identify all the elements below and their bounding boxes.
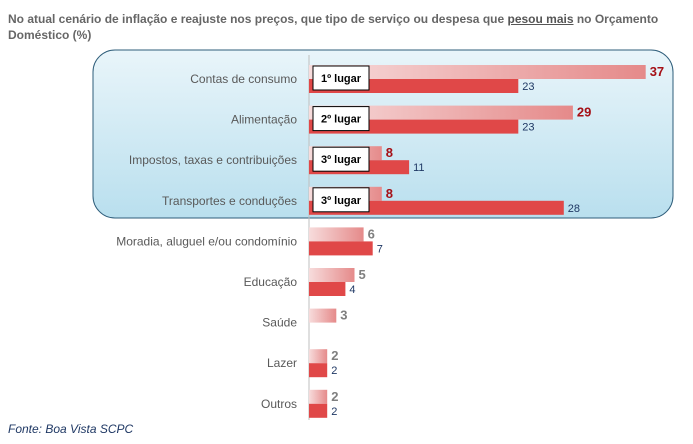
value-label-series-1: 8	[386, 145, 393, 160]
value-label-series-1: 3	[340, 308, 347, 323]
bar-series-2	[309, 403, 328, 418]
bar-series-1	[309, 227, 364, 242]
value-label-series-1: 5	[359, 267, 366, 282]
top-ranking-highlight-box	[92, 49, 674, 219]
bar-series-1	[309, 105, 573, 120]
bar-series-2	[309, 241, 373, 256]
category-label: Educação	[244, 275, 298, 289]
category-label: Transportes e conduções	[162, 194, 297, 208]
value-label-series-2: 23	[522, 81, 534, 93]
value-label-series-2: 2	[331, 406, 337, 418]
category-label: Alimentação	[231, 113, 297, 127]
rank-badge	[312, 106, 370, 132]
value-label-series-2: 28	[568, 203, 580, 215]
value-label-series-2: 11	[413, 162, 424, 174]
title-part-2: no Orçamento Doméstico (%)	[8, 12, 659, 42]
bar-series-1	[309, 389, 328, 404]
title-highlight: pesou mais	[507, 12, 574, 26]
bar-series-1	[309, 349, 328, 364]
value-label-series-1: 29	[577, 105, 591, 120]
bar-series-1	[309, 65, 646, 79]
category-label: Moradia, aluguel e/ou condomínio	[116, 234, 297, 248]
rank-badge-label: 2º lugar	[321, 114, 362, 126]
rank-badge-label: 3º lugar	[321, 195, 362, 207]
bar-series-2	[309, 282, 346, 296]
rank-badge	[312, 65, 370, 91]
category-label: Contas de consumo	[190, 72, 297, 86]
bar-series-2	[309, 200, 564, 215]
rank-badge-label: 1º lugar	[321, 73, 362, 85]
rank-badge	[312, 187, 370, 213]
category-label: Impostos, taxas e contribuições	[129, 153, 297, 167]
value-label-series-2: 7	[377, 243, 383, 255]
bar-series-1	[309, 268, 355, 282]
source-note: Fonte: Boa Vista SCPC	[8, 422, 134, 436]
value-label-series-2: 2	[331, 365, 337, 377]
value-label-series-1: 8	[386, 186, 393, 201]
value-label-series-2: 23	[522, 122, 534, 134]
rank-badge-label: 3º lugar	[321, 154, 362, 166]
category-label: Lazer	[267, 356, 297, 370]
chart-title: No atual cenário de inflação e reajuste …	[8, 11, 678, 43]
value-label-series-1: 37	[650, 64, 664, 79]
value-label-series-1: 2	[331, 389, 338, 404]
value-label-series-1: 6	[368, 226, 375, 241]
category-label: Saúde	[262, 316, 297, 330]
bar-series-1	[309, 308, 337, 323]
bar-series-2	[309, 363, 328, 378]
value-label-series-1: 2	[331, 348, 338, 363]
rank-badge	[312, 146, 370, 172]
value-label-series-2: 4	[349, 284, 355, 296]
category-label: Outros	[261, 397, 297, 411]
title-part-1: No atual cenário de inflação e reajuste …	[8, 12, 508, 26]
